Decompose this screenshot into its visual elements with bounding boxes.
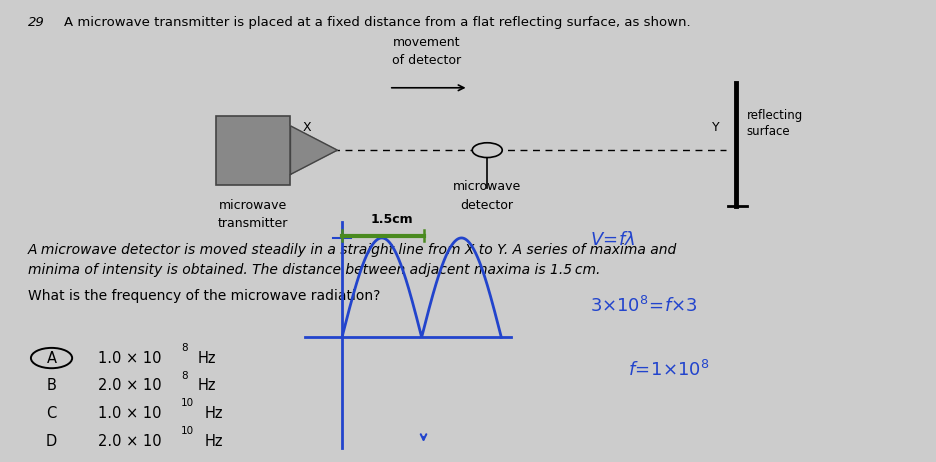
- Text: 2.0 × 10: 2.0 × 10: [98, 434, 162, 449]
- Text: A microwave transmitter is placed at a fixed distance from a flat reflecting sur: A microwave transmitter is placed at a f…: [64, 16, 690, 29]
- Text: minima of intensity is obtained. The distance between adjacent maxima is 1.5 cm.: minima of intensity is obtained. The dis…: [28, 263, 600, 277]
- Text: 1.0 × 10: 1.0 × 10: [98, 406, 162, 421]
- Text: A: A: [47, 351, 56, 365]
- Circle shape: [472, 143, 502, 158]
- Text: 8: 8: [181, 371, 187, 381]
- Text: transmitter: transmitter: [217, 217, 288, 230]
- Text: $V\!=\!f\lambda$: $V\!=\!f\lambda$: [590, 231, 636, 249]
- Text: 29: 29: [28, 16, 45, 29]
- Text: Hz: Hz: [204, 434, 223, 449]
- Text: movement: movement: [392, 36, 460, 49]
- Text: Hz: Hz: [197, 378, 216, 393]
- Text: microwave: microwave: [453, 180, 520, 193]
- Text: D: D: [46, 434, 57, 449]
- Text: of detector: of detector: [391, 54, 461, 67]
- Text: Hz: Hz: [204, 406, 223, 421]
- Text: 2.0 × 10: 2.0 × 10: [98, 378, 162, 393]
- Text: surface: surface: [746, 125, 790, 138]
- Text: 10: 10: [181, 398, 194, 408]
- Text: B: B: [47, 378, 56, 393]
- Text: 1.0 × 10: 1.0 × 10: [98, 351, 162, 365]
- Text: Hz: Hz: [197, 351, 216, 365]
- Text: $f\!=\!1{\times}10^8$: $f\!=\!1{\times}10^8$: [627, 360, 709, 381]
- Text: C: C: [47, 406, 56, 421]
- Text: detector: detector: [461, 199, 513, 212]
- Text: 8: 8: [181, 343, 187, 353]
- Text: 10: 10: [181, 426, 194, 436]
- Text: $3{\times}10^8\!=\!f{\times}3$: $3{\times}10^8\!=\!f{\times}3$: [590, 296, 697, 316]
- Text: A microwave detector is moved steadily in a straight line from X to Y. A series : A microwave detector is moved steadily i…: [28, 243, 677, 256]
- Text: X: X: [302, 121, 311, 134]
- Text: reflecting: reflecting: [746, 109, 802, 122]
- Text: Y: Y: [711, 121, 719, 134]
- Polygon shape: [290, 126, 337, 175]
- Text: What is the frequency of the microwave radiation?: What is the frequency of the microwave r…: [28, 289, 380, 303]
- Text: microwave: microwave: [219, 199, 286, 212]
- Bar: [215, 116, 290, 185]
- Text: 1.5cm: 1.5cm: [371, 213, 413, 226]
